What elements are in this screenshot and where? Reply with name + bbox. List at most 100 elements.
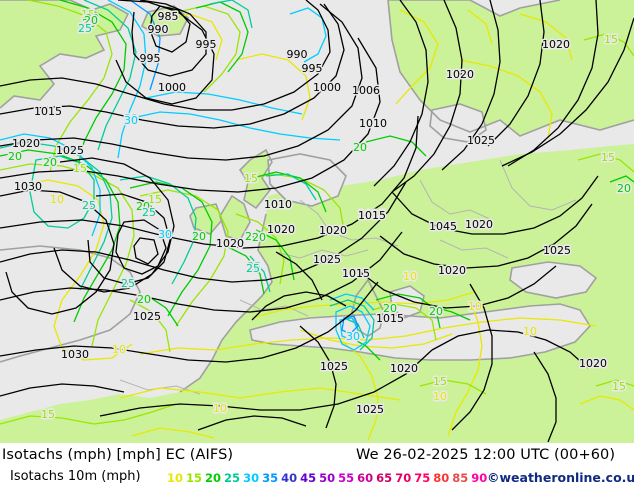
svg-text:20: 20	[43, 156, 57, 169]
svg-text:20: 20	[617, 182, 631, 195]
svg-text:10: 10	[433, 390, 447, 403]
svg-text:30: 30	[124, 114, 138, 127]
svg-text:995: 995	[140, 52, 161, 65]
svg-text:1000: 1000	[313, 81, 341, 94]
svg-text:1020: 1020	[465, 218, 493, 231]
legend-level-10: 10	[167, 471, 184, 485]
svg-text:1025: 1025	[356, 403, 384, 416]
map-footer: Isotachs (mph) [mph] EC (AIFS) We 26-02-…	[0, 443, 634, 490]
svg-text:1020: 1020	[579, 357, 607, 370]
svg-text:1025: 1025	[313, 253, 341, 266]
svg-text:25: 25	[246, 262, 260, 275]
svg-text:995: 995	[140, 52, 161, 65]
svg-text:15: 15	[601, 151, 615, 164]
svg-text:1020: 1020	[446, 68, 474, 81]
svg-text:1025: 1025	[56, 144, 84, 157]
legend-level-45: 45	[300, 471, 317, 485]
legend-level-90: 90	[471, 471, 488, 485]
legend-level-40: 40	[281, 471, 298, 485]
svg-text:10: 10	[112, 343, 126, 356]
footer-title-row: Isotachs (mph) [mph] EC (AIFS) We 26-02-…	[0, 445, 634, 467]
svg-text:1015: 1015	[358, 208, 386, 221]
svg-text:25: 25	[82, 199, 96, 212]
svg-text:15: 15	[433, 375, 447, 388]
svg-text:1020: 1020	[542, 38, 570, 51]
isotach-contours-10	[17, 9, 634, 441]
svg-text:15: 15	[73, 162, 87, 175]
svg-text:25: 25	[78, 22, 92, 35]
svg-text:20: 20	[383, 302, 397, 315]
svg-text:30: 30	[124, 112, 138, 125]
svg-text:1015: 1015	[358, 209, 386, 222]
legend-level-65: 65	[376, 471, 393, 485]
svg-text:10: 10	[468, 300, 482, 313]
svg-text:15: 15	[604, 33, 618, 46]
svg-text:1025: 1025	[133, 310, 161, 323]
svg-text:985: 985	[158, 10, 179, 23]
svg-text:1006: 1006	[352, 84, 380, 97]
svg-text:1020: 1020	[542, 38, 570, 51]
legend-level-60: 60	[357, 471, 374, 485]
svg-text:1025: 1025	[313, 253, 341, 266]
svg-text:1020: 1020	[216, 237, 244, 250]
svg-text:10: 10	[403, 270, 417, 283]
svg-text:1020: 1020	[12, 137, 40, 150]
svg-text:15: 15	[81, 8, 95, 21]
svg-text:30: 30	[346, 330, 360, 343]
svg-text:995: 995	[302, 62, 323, 75]
weather-map-canvas[interactable]: 985 985 990 990 995 995 995 995 990 990 995 995 1000…	[0, 0, 634, 443]
svg-text:990: 990	[148, 23, 169, 36]
svg-text:20: 20	[353, 141, 367, 154]
svg-text:1045: 1045	[429, 220, 457, 233]
svg-text:1015: 1015	[376, 312, 404, 325]
svg-text:15: 15	[81, 8, 95, 21]
svg-text:1010: 1010	[264, 198, 292, 211]
svg-text:1020: 1020	[267, 223, 295, 236]
svg-text:1030: 1030	[61, 348, 89, 361]
svg-text:1000: 1000	[313, 81, 341, 94]
svg-text:15: 15	[601, 151, 615, 164]
svg-text:15: 15	[41, 408, 55, 421]
svg-text:25: 25	[121, 277, 135, 290]
svg-text:1010: 1010	[359, 117, 387, 130]
svg-text:20: 20	[429, 305, 443, 318]
svg-text:1025: 1025	[320, 360, 348, 373]
svg-text:1020: 1020	[579, 357, 607, 370]
svg-text:1025: 1025	[543, 244, 571, 257]
svg-text:20: 20	[617, 182, 631, 195]
legend-level-80: 80	[433, 471, 450, 485]
svg-text:10: 10	[523, 325, 537, 338]
svg-text:1020: 1020	[319, 224, 347, 237]
legend-label: Isotachs 10m (mph)	[10, 469, 141, 484]
svg-text:1025: 1025	[467, 134, 495, 147]
isobar-labels: 9859859909909959959959959909909959951000…	[11, 9, 609, 418]
svg-text:1015: 1015	[342, 267, 370, 280]
svg-text:25: 25	[246, 262, 260, 275]
legend-level-25: 25	[224, 471, 241, 485]
